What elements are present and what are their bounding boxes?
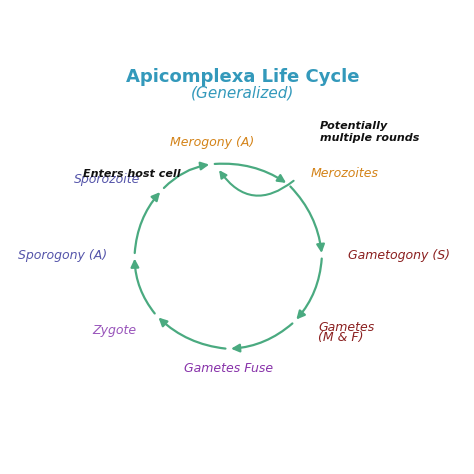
Text: Sporogony (A): Sporogony (A) — [18, 249, 107, 262]
Text: (Generalized): (Generalized) — [191, 86, 295, 101]
Text: Apicomplexa Life Cycle: Apicomplexa Life Cycle — [126, 68, 360, 86]
Text: Gametes: Gametes — [319, 321, 374, 334]
FancyArrowPatch shape — [291, 186, 324, 251]
Text: Gametogony (S): Gametogony (S) — [347, 249, 450, 262]
FancyArrowPatch shape — [132, 261, 155, 313]
FancyArrowPatch shape — [135, 194, 158, 253]
Text: Merozoites: Merozoites — [310, 167, 378, 180]
FancyArrowPatch shape — [215, 164, 284, 182]
Text: Merogony (A): Merogony (A) — [170, 136, 254, 149]
Text: (M & F): (M & F) — [319, 331, 364, 344]
Text: Potentially
multiple rounds: Potentially multiple rounds — [320, 121, 419, 143]
Text: Enters host cell: Enters host cell — [83, 169, 181, 179]
Text: Sporozoite: Sporozoite — [73, 173, 140, 185]
FancyArrowPatch shape — [164, 163, 207, 188]
FancyArrowPatch shape — [220, 172, 293, 196]
Text: Gametes Fuse: Gametes Fuse — [183, 363, 273, 375]
FancyArrowPatch shape — [160, 319, 226, 348]
Text: Zygote: Zygote — [92, 324, 136, 337]
FancyArrowPatch shape — [298, 258, 322, 318]
FancyArrowPatch shape — [234, 323, 292, 351]
